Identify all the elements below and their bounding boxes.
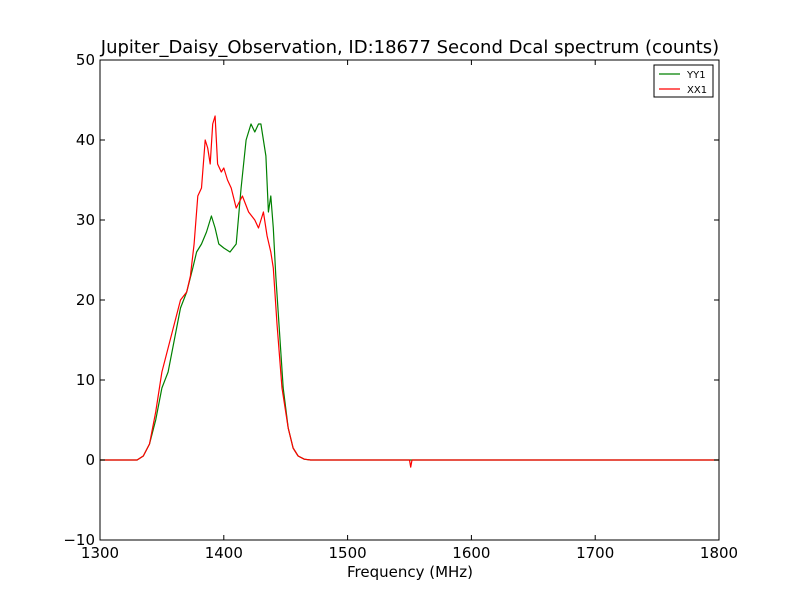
x-axis-label: Frequency (MHz) [347,563,473,581]
x-tick-label: 1600 [452,544,490,562]
x-tick-label: 1500 [329,544,367,562]
x-tick-label: 1300 [81,544,119,562]
legend-label: YY1 [686,70,706,81]
series-line-yy1 [100,123,719,461]
legend-label: XX1 [687,85,707,96]
x-tick-label: 1800 [700,544,738,562]
y-tick-label: −10 [63,531,95,549]
legend-box [653,64,714,98]
y-tick-label: 10 [76,371,95,389]
plot-frame [99,59,720,541]
x-tick-label: 1700 [576,544,614,562]
y-tick-label: 30 [76,211,95,229]
y-tick-label: 0 [85,451,95,469]
plot-area: 1300 1400 1500 1600 1700 1800 −10 0 10 20 30 40 50 YY… [63,51,738,562]
x-tick-label: 1400 [205,544,243,562]
series-line-xx1 [100,115,719,468]
y-tick-label: 20 [76,291,95,309]
y-tick-label: 40 [76,131,95,149]
chart-title: Jupiter_Daisy_Observation, ID:18677 Seco… [100,37,719,58]
y-tick-label: 50 [76,51,95,69]
